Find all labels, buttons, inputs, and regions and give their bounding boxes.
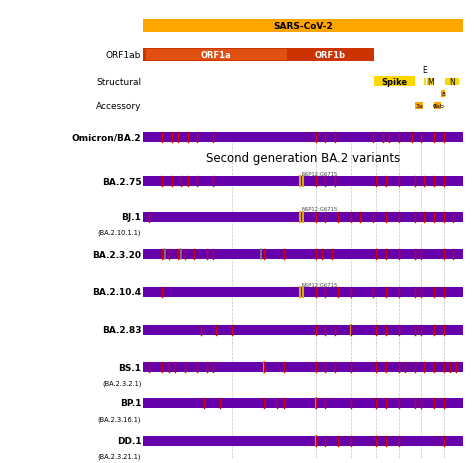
Bar <box>143 398 463 408</box>
Text: (BA.2.3.16.1): (BA.2.3.16.1) <box>98 415 141 422</box>
Text: 6: 6 <box>433 104 437 109</box>
Bar <box>143 250 463 260</box>
Bar <box>146 50 287 61</box>
Bar <box>436 103 441 110</box>
Bar <box>427 78 434 86</box>
Text: N: N <box>449 78 455 87</box>
Text: ORF1a: ORF1a <box>201 51 232 60</box>
Text: 8: 8 <box>441 92 445 97</box>
Bar <box>441 91 445 98</box>
Text: BA.2.75: BA.2.75 <box>102 177 141 186</box>
Bar <box>143 49 374 62</box>
Bar <box>143 436 463 446</box>
Text: NSP12:G6715: NSP12:G6715 <box>301 171 337 176</box>
Text: BA.2.83: BA.2.83 <box>102 325 141 334</box>
Text: Spike: Spike <box>381 78 407 87</box>
Text: ORF1b: ORF1b <box>315 51 346 60</box>
Bar <box>143 363 463 373</box>
Text: NSP12:G6715: NSP12:G6715 <box>301 282 337 287</box>
Bar <box>143 212 463 222</box>
Text: Second generation BA.2 variants: Second generation BA.2 variants <box>206 152 400 165</box>
Text: 7ab: 7ab <box>433 104 445 109</box>
Text: BA.2.3.20: BA.2.3.20 <box>92 250 141 259</box>
Text: BA.2.10.4: BA.2.10.4 <box>92 288 141 297</box>
Text: BS.1: BS.1 <box>118 363 141 372</box>
Bar <box>143 325 463 335</box>
Text: BJ.1: BJ.1 <box>121 213 141 222</box>
Bar <box>374 77 414 87</box>
Bar <box>415 103 423 110</box>
Bar <box>424 78 426 86</box>
Text: ORF1ab: ORF1ab <box>106 51 141 60</box>
Text: Accessory: Accessory <box>96 102 141 111</box>
Text: BP.1: BP.1 <box>120 399 141 407</box>
Text: NSP12:G6715: NSP12:G6715 <box>301 206 337 212</box>
Text: (BA.2.3.2.1): (BA.2.3.2.1) <box>102 380 141 386</box>
Text: M: M <box>427 78 434 87</box>
Text: E: E <box>422 65 427 75</box>
Bar <box>143 20 463 33</box>
Bar <box>143 177 463 187</box>
Text: 3a: 3a <box>415 104 423 109</box>
Bar <box>143 288 463 297</box>
Bar <box>143 132 463 143</box>
Bar <box>287 50 374 61</box>
Text: Omicron/BA.2: Omicron/BA.2 <box>72 133 141 142</box>
Bar <box>446 78 459 86</box>
Text: SARS-CoV-2: SARS-CoV-2 <box>273 22 333 31</box>
Text: (BA.2.10.1.1): (BA.2.10.1.1) <box>98 229 141 236</box>
Text: (BA.2.3.21.1): (BA.2.3.21.1) <box>98 453 141 459</box>
Text: DD.1: DD.1 <box>117 436 141 445</box>
Bar <box>434 103 436 110</box>
Text: Structural: Structural <box>96 78 141 87</box>
